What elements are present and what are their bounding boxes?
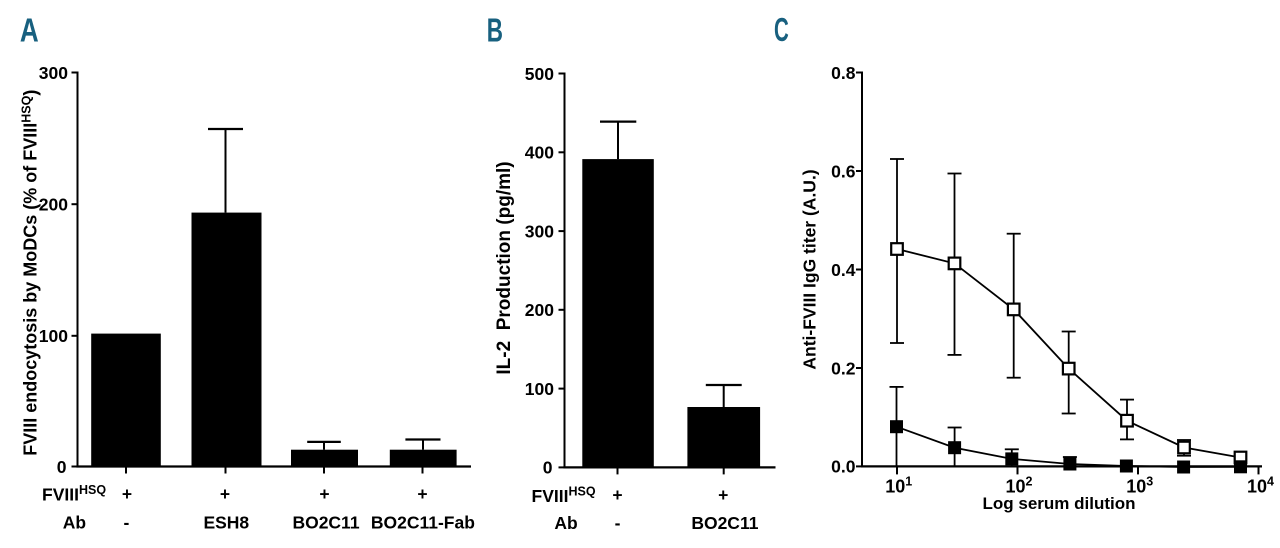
svg-text:BO2C11: BO2C11	[292, 513, 359, 533]
svg-text:+: +	[122, 484, 132, 504]
svg-text:Ab: Ab	[63, 513, 86, 533]
svg-text:FVIII endocytosis by MoDCs (%: FVIII endocytosis by MoDCs (% of FVIIIHS…	[20, 90, 41, 456]
svg-text:300: 300	[525, 221, 554, 241]
svg-text:400: 400	[525, 143, 554, 163]
svg-text:100: 100	[525, 379, 554, 399]
svg-text:100: 100	[39, 326, 68, 346]
svg-text:0.0: 0.0	[831, 457, 856, 477]
svg-text:IL-2 Production (pg/ml): IL-2 Production (pg/ml)	[494, 161, 515, 374]
svg-text:200: 200	[39, 195, 68, 215]
svg-text:BO2C11-Fab: BO2C11-Fab	[371, 513, 475, 533]
svg-text:300: 300	[39, 63, 68, 83]
svg-text:0.8: 0.8	[831, 63, 856, 83]
svg-text:0: 0	[57, 457, 67, 477]
svg-text:+: +	[417, 484, 427, 504]
svg-text:B: B	[487, 11, 503, 48]
svg-text:500: 500	[525, 64, 554, 84]
svg-text:+: +	[220, 484, 230, 504]
svg-text:0.2: 0.2	[831, 358, 856, 378]
svg-text:+: +	[319, 484, 329, 504]
svg-text:+: +	[612, 485, 622, 505]
svg-text:Anti-FVIII IgG titer (A.U.): Anti-FVIII IgG titer (A.U.)	[800, 169, 820, 369]
svg-text:C: C	[774, 11, 789, 48]
svg-text:-: -	[123, 513, 129, 533]
svg-text:Log serum dilution: Log serum dilution	[983, 494, 1136, 513]
svg-text:ESH8: ESH8	[203, 513, 249, 533]
svg-text:0.6: 0.6	[831, 161, 856, 181]
svg-text:0: 0	[543, 458, 553, 478]
svg-text:0.4: 0.4	[831, 260, 856, 280]
svg-text:200: 200	[525, 300, 554, 320]
svg-text:-: -	[615, 513, 621, 533]
svg-text:+: +	[718, 485, 728, 505]
svg-text:Ab: Ab	[554, 513, 577, 533]
svg-text:A: A	[20, 13, 39, 50]
svg-text:BO2C11: BO2C11	[691, 513, 758, 533]
